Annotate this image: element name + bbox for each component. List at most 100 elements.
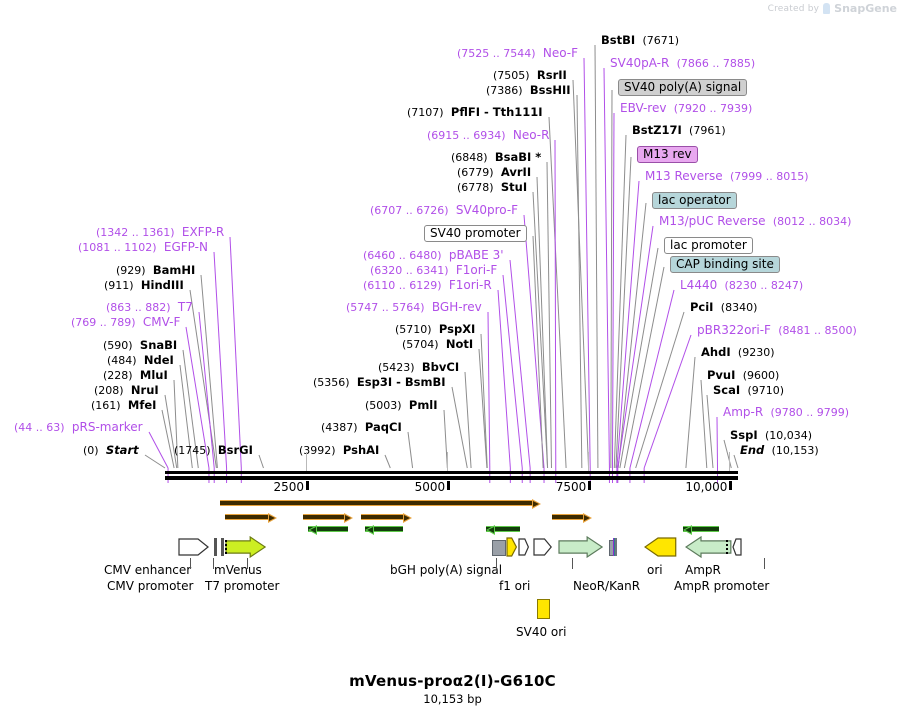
primer-label[interactable]: (7525 .. 7544) Neo-F [457, 47, 578, 60]
enzyme-label[interactable]: (6779) AvrII [457, 166, 531, 179]
enzyme-label[interactable]: (228) MluI [103, 369, 168, 382]
feature-caption[interactable]: NeoR/KanR [573, 579, 641, 593]
feature-label-pill[interactable]: SV40 promoter [424, 225, 527, 242]
primer-label[interactable]: (6320 .. 6341) F1ori-F [370, 264, 497, 277]
feature-label-pill[interactable]: M13 rev [637, 146, 698, 163]
primer-label[interactable]: SV40pA-R (7866 .. 7885) [610, 57, 755, 70]
primer-label[interactable]: EBV-rev (7920 .. 7939) [620, 102, 752, 115]
site-position: (10,034) [764, 429, 813, 442]
feature-label-pill[interactable]: lac promoter [664, 237, 753, 254]
enzyme-label[interactable]: (7386) BssHII [486, 84, 571, 97]
feature-caption[interactable]: bGH poly(A) signal [390, 563, 503, 577]
promoter-tick[interactable] [221, 538, 225, 556]
feature-caption[interactable]: ori [647, 563, 663, 577]
enzyme-label[interactable]: (6848) BsaBI * [451, 151, 541, 164]
feature-caption[interactable]: CMV promoter [107, 579, 194, 593]
feature-pill-text: CAP binding site [670, 256, 780, 273]
enzyme-name: NdeI [143, 353, 174, 367]
primer-label[interactable]: (6110 .. 6129) F1ori-R [363, 279, 492, 292]
enzyme-label[interactable]: (1745) BsrGI [174, 444, 253, 457]
enzyme-label[interactable]: (929) BamHI [116, 264, 195, 277]
feature-label-pill[interactable]: CAP binding site [670, 256, 780, 273]
ruler-tick-label: 10,000 [685, 480, 728, 494]
feature-arrow[interactable] [684, 536, 732, 558]
primer-label[interactable]: (1342 .. 1361) EXFP-R [96, 226, 224, 239]
enzyme-label[interactable]: (7505) RsrII [493, 69, 567, 82]
enzyme-label[interactable]: End (10,153) [740, 444, 819, 457]
feature-label-pill[interactable]: lac operator [652, 192, 737, 209]
site-position: (7107) [407, 106, 444, 119]
enzyme-label[interactable]: (911) HindIII [104, 279, 184, 292]
feature-caption[interactable]: f1 ori [499, 579, 531, 593]
enzyme-label[interactable]: BstBI (7671) [601, 34, 679, 47]
primer-label[interactable]: (1081 .. 1102) EGFP-N [78, 241, 208, 254]
primer-label[interactable]: (863 .. 882) T7 [106, 301, 193, 314]
enzyme-label[interactable]: (208) NruI [94, 384, 159, 397]
leader-line [615, 156, 632, 469]
primer-label[interactable]: (44 .. 63) pRS-marker [14, 421, 143, 434]
primer-label[interactable]: pBR322ori-F (8481 .. 8500) [697, 324, 857, 337]
feature-label-pill[interactable]: SV40 poly(A) signal [618, 79, 748, 96]
enzyme-label[interactable]: ScaI (9710) [713, 384, 784, 397]
site-position: (208) [94, 384, 124, 397]
primer-label[interactable]: M13/pUC Reverse (8012 .. 8034) [659, 215, 851, 228]
enzyme-label[interactable]: (6778) StuI [457, 181, 527, 194]
leader-line [643, 334, 692, 469]
primer-label[interactable]: M13 Reverse (7999 .. 8015) [645, 170, 809, 183]
sv40-ori-swatch[interactable] [537, 599, 550, 619]
site-position: (769 .. 789) [71, 316, 136, 329]
enzyme-label[interactable]: (5003) PmlI [365, 399, 438, 412]
enzyme-label[interactable]: SspI (10,034) [730, 429, 812, 442]
enzyme-label[interactable]: (7107) PflFI - Tth111I [407, 106, 543, 119]
feature-caption[interactable]: AmpR promoter [674, 579, 770, 593]
enzyme-label[interactable]: (5356) Esp3I - BsmBI [313, 376, 446, 389]
enzyme-label[interactable]: (3992) PshAI [299, 444, 379, 457]
enzyme-label[interactable]: (5704) NotI [402, 338, 473, 351]
primer-arrow [308, 525, 354, 535]
feature-caption[interactable]: AmpR [685, 563, 721, 577]
leader-line [198, 311, 215, 469]
enzyme-name: ScaI [713, 383, 741, 397]
feature-caption[interactable]: T7 promoter [205, 579, 280, 593]
feature-arrow[interactable] [558, 536, 603, 558]
feature-block-arrow[interactable] [506, 537, 517, 557]
enzyme-label[interactable]: (0) Start [83, 444, 139, 457]
grey-feature-box[interactable] [491, 540, 507, 556]
enzyme-label[interactable]: PvuI (9600) [707, 369, 779, 382]
primer-arrow-shaft [308, 526, 348, 532]
promoter-glyph[interactable] [533, 536, 552, 558]
site-position: (7866 .. 7885) [676, 57, 756, 70]
enzyme-label[interactable]: (484) NdeI [107, 354, 174, 367]
ruler-tick-label: 5000 [414, 480, 446, 494]
promoter-tick[interactable] [213, 538, 217, 556]
primer-label[interactable]: (6707 .. 6726) SV40pro-F [370, 204, 518, 217]
primer-label[interactable]: (769 .. 789) CMV-F [71, 316, 180, 329]
feature-block-arrow[interactable] [644, 537, 677, 557]
enzyme-label[interactable]: PciI (8340) [690, 301, 757, 314]
feature-arrow[interactable] [225, 536, 266, 558]
primer-label[interactable]: (5747 .. 5764) BGH-rev [346, 301, 482, 314]
enzyme-label[interactable]: (590) SnaBI [103, 339, 177, 352]
promoter-glyph[interactable] [518, 536, 530, 558]
grey-stripe[interactable] [614, 538, 617, 556]
feature-caption[interactable]: mVenus [214, 563, 262, 577]
leader-line [144, 454, 166, 469]
promoter-glyph[interactable] [731, 536, 742, 558]
site-position: (1342 .. 1361) [96, 226, 175, 239]
primer-label[interactable]: (6915 .. 6934) Neo-R [427, 129, 549, 142]
enzyme-label[interactable]: (4387) PaqCI [321, 421, 402, 434]
enzyme-label[interactable]: BstZ17I (7961) [632, 124, 726, 137]
primer-label[interactable]: L4440 (8230 .. 8247) [680, 279, 803, 292]
promoter-glyph[interactable] [178, 536, 209, 558]
snapgene-watermark: Created by SnapGene [768, 2, 897, 15]
ruler-tick [306, 481, 310, 490]
enzyme-label[interactable]: (5423) BbvCI [378, 361, 459, 374]
enzyme-label[interactable]: (161) MfeI [91, 399, 156, 412]
feature-caption[interactable]: CMV enhancer [104, 563, 192, 577]
leader-line [502, 274, 523, 469]
enzyme-label[interactable]: AhdI (9230) [701, 346, 775, 359]
primer-label[interactable]: Amp-R (9780 .. 9799) [723, 406, 849, 419]
enzyme-label[interactable]: (5710) PspXI [395, 323, 475, 336]
site-position: (929) [116, 264, 146, 277]
primer-label[interactable]: (6460 .. 6480) pBABE 3' [363, 249, 504, 262]
